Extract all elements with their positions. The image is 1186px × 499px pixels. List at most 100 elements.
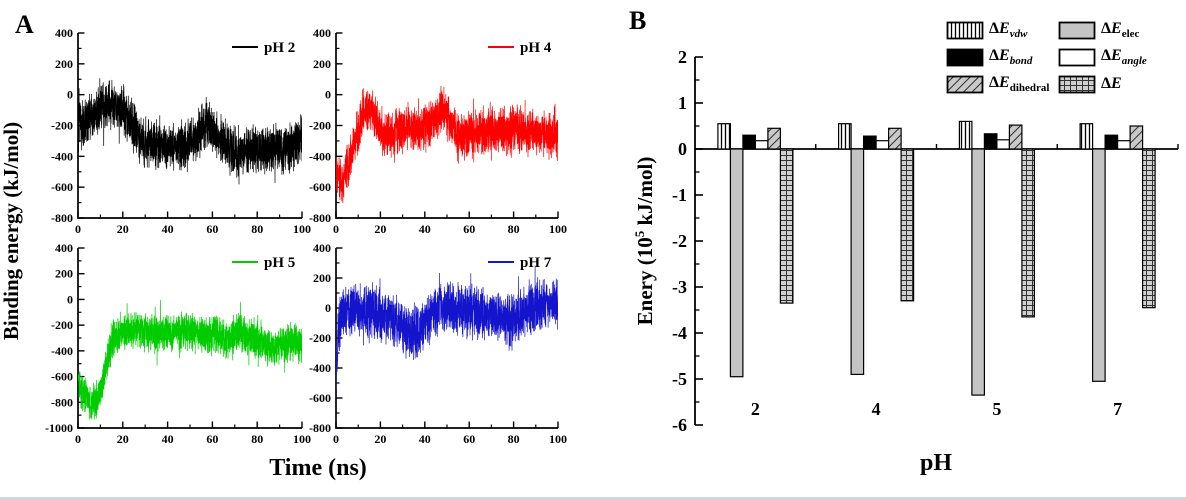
legend-label-elec: ΔEelec xyxy=(1101,19,1140,40)
svg-text:20: 20 xyxy=(374,222,386,236)
legend-swatch-bond xyxy=(946,48,984,66)
legend-item-total: ΔE xyxy=(1058,74,1180,94)
svg-text:200: 200 xyxy=(313,271,331,285)
legend-label-ph7: pH 7 xyxy=(520,255,552,271)
svg-text:-600: -600 xyxy=(309,391,331,405)
svg-text:200: 200 xyxy=(55,57,73,71)
svg-text:0: 0 xyxy=(325,88,331,102)
legend-swatch-elec xyxy=(1058,21,1096,39)
svg-text:0: 0 xyxy=(75,432,81,446)
svg-text:-3: -3 xyxy=(672,277,687,297)
svg-text:-6: -6 xyxy=(672,415,687,435)
bar-eelec-ph4 xyxy=(850,148,865,375)
svg-text:0: 0 xyxy=(75,222,81,236)
svg-text:60: 60 xyxy=(206,432,218,446)
legend-swatch-dihedral xyxy=(946,75,984,93)
svg-text:-1: -1 xyxy=(672,185,687,205)
svg-text:400: 400 xyxy=(55,241,73,255)
legend-label-dihedral: ΔEdihedral xyxy=(989,73,1050,94)
svg-text:-1000: -1000 xyxy=(45,421,73,435)
svg-text:40: 40 xyxy=(162,222,174,236)
svg-text:-400: -400 xyxy=(51,344,73,358)
bar-eelec-ph5 xyxy=(971,148,986,396)
svg-text:-400: -400 xyxy=(309,361,331,375)
bar-ebond-ph4 xyxy=(862,135,877,150)
svg-text:0: 0 xyxy=(333,432,339,446)
svg-text:-400: -400 xyxy=(309,149,331,163)
svg-text:0: 0 xyxy=(67,292,73,306)
bar-edihedral-ph5 xyxy=(1008,124,1023,150)
svg-text:-400: -400 xyxy=(51,149,73,163)
svg-text:40: 40 xyxy=(419,222,431,236)
svg-text:100: 100 xyxy=(549,222,567,236)
legend-item-angle: ΔEangle xyxy=(1058,47,1180,67)
bar-chart: 2 1 0 -1 -2 -3 -4 -5 -6 2 4 5 7 xyxy=(672,47,1179,435)
bar-ebond-ph7 xyxy=(1104,134,1119,150)
category-label-ph5: 5 xyxy=(992,399,1001,419)
legend-label-vdw: ΔEvdw xyxy=(989,19,1028,40)
svg-text:-200: -200 xyxy=(51,318,73,332)
svg-text:100: 100 xyxy=(293,222,311,236)
bar-edihedral-ph7 xyxy=(1129,125,1144,150)
svg-text:40: 40 xyxy=(162,432,174,446)
bar-eelec-ph7 xyxy=(1091,148,1106,382)
panel-b-label: B xyxy=(629,6,647,35)
bar-e-ph7 xyxy=(1141,148,1156,309)
svg-text:0: 0 xyxy=(333,222,339,236)
legend-label-angle: ΔEangle xyxy=(1101,46,1147,67)
bar-eangle-ph7 xyxy=(1116,140,1131,150)
svg-text:2: 2 xyxy=(678,47,687,67)
legend-swatch-angle xyxy=(1058,48,1096,66)
svg-text:60: 60 xyxy=(463,222,475,236)
svg-text:-600: -600 xyxy=(51,370,73,384)
svg-text:100: 100 xyxy=(293,432,311,446)
category-label-ph7: 7 xyxy=(1113,399,1122,419)
trace-ph2 xyxy=(78,78,302,185)
legend-label-total: ΔE xyxy=(1101,75,1122,92)
bar-e-ph5 xyxy=(1021,148,1036,318)
bar-e-ph2 xyxy=(779,148,794,304)
svg-text:-5: -5 xyxy=(672,369,687,389)
svg-text:400: 400 xyxy=(313,26,331,40)
svg-text:-200: -200 xyxy=(309,331,331,345)
panel-a-y-axis-title: Binding energy (kJ/mol) xyxy=(0,122,23,340)
trace-ph5 xyxy=(78,299,302,420)
svg-text:-4: -4 xyxy=(672,323,687,343)
svg-text:0: 0 xyxy=(678,139,687,159)
svg-text:-600: -600 xyxy=(51,180,73,194)
bar-evdw-ph2 xyxy=(717,123,732,150)
bar-e-ph4 xyxy=(900,148,915,302)
panel-b-y-axis-title: Enery (105 kJ/mol) xyxy=(632,157,657,326)
category-label-ph4: 4 xyxy=(872,399,881,419)
svg-text:0: 0 xyxy=(325,301,331,315)
legend-item-elec: ΔEelec xyxy=(1058,20,1180,40)
bar-eangle-ph2 xyxy=(754,140,769,150)
panel-a-x-axis-title: Time (ns) xyxy=(269,455,367,481)
svg-text:60: 60 xyxy=(463,432,475,446)
category-label-ph2: 2 xyxy=(751,399,760,419)
svg-text:200: 200 xyxy=(313,57,331,71)
legend-item-vdw: ΔEvdw xyxy=(946,20,1058,40)
svg-text:400: 400 xyxy=(55,26,73,40)
legend-label-ph4: pH 4 xyxy=(520,40,552,56)
svg-text:80: 80 xyxy=(251,222,263,236)
panel-a-label: A xyxy=(15,10,34,39)
svg-text:80: 80 xyxy=(251,432,263,446)
svg-text:60: 60 xyxy=(206,222,218,236)
svg-text:-800: -800 xyxy=(51,395,73,409)
legend-item-bond: ΔEbond xyxy=(946,47,1058,67)
svg-text:-800: -800 xyxy=(51,211,73,225)
bar-evdw-ph4 xyxy=(837,123,852,150)
svg-text:-2: -2 xyxy=(672,231,687,251)
trace-ph4 xyxy=(336,85,558,204)
svg-text:20: 20 xyxy=(117,222,129,236)
bar-edihedral-ph4 xyxy=(887,127,902,150)
bar-eelec-ph2 xyxy=(729,148,744,378)
bar-eangle-ph5 xyxy=(996,139,1011,150)
legend-item-dihedral: ΔEdihedral xyxy=(946,74,1058,94)
